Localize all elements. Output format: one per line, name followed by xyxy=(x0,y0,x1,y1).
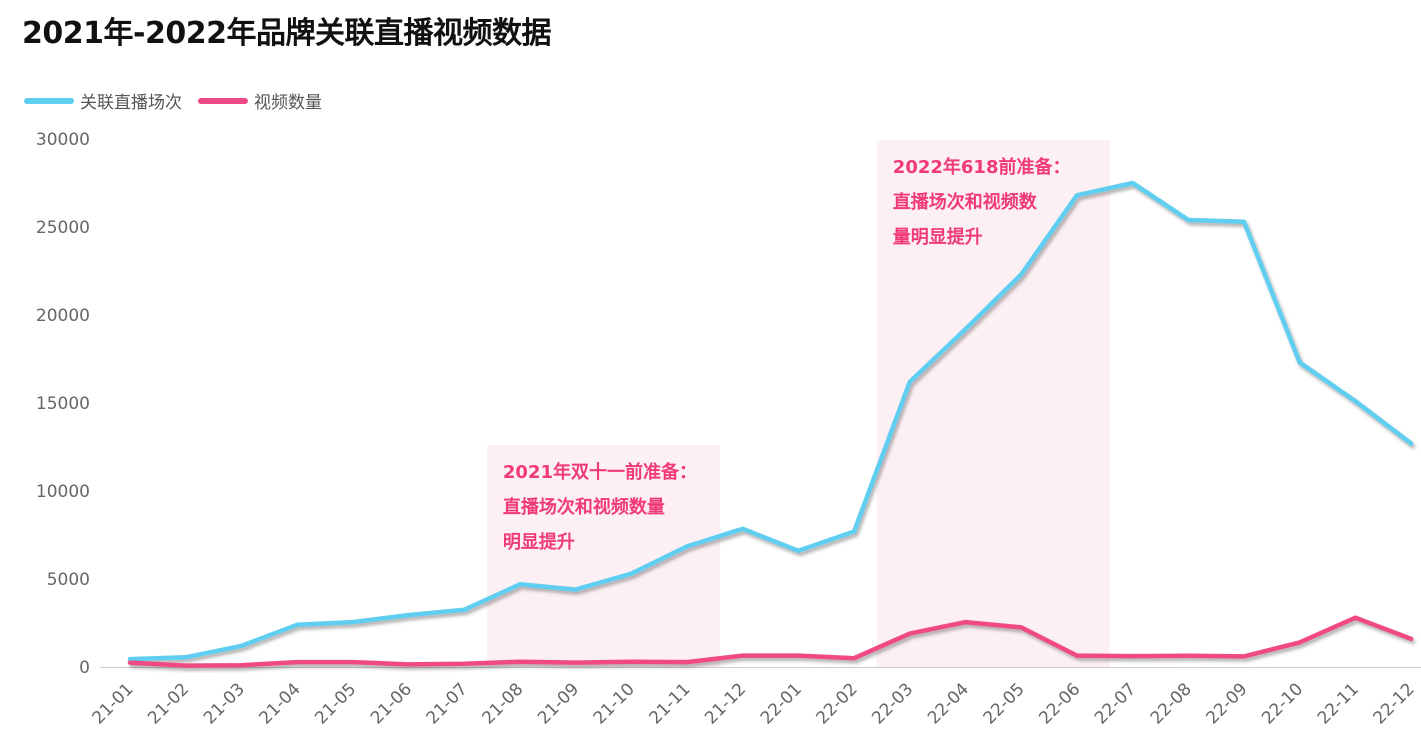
data-point xyxy=(462,661,467,666)
x-tick-label: 22-02 xyxy=(813,679,862,728)
x-tick-label: 21-02 xyxy=(144,679,193,728)
data-point xyxy=(128,660,132,665)
data-point xyxy=(685,660,689,665)
annotation-text: 量明显提升 xyxy=(893,226,983,248)
data-point xyxy=(295,660,300,665)
data-point xyxy=(1242,219,1246,224)
data-point xyxy=(1074,193,1079,198)
x-tick-label: 21-06 xyxy=(367,679,416,728)
annotation-band xyxy=(876,140,1110,667)
y-tick-label: 20000 xyxy=(36,306,90,326)
x-tick-label: 22-09 xyxy=(1202,679,1251,728)
data-point xyxy=(685,544,689,549)
data-point xyxy=(183,663,188,668)
legend-item-live-sessions: 关联直播场次 xyxy=(24,88,182,113)
legend-label-live-sessions: 关联直播场次 xyxy=(80,93,182,113)
data-point xyxy=(517,659,522,664)
annotation-text: 2022年618前准备： xyxy=(893,156,1071,178)
x-tick-label: 21-07 xyxy=(423,679,472,728)
data-point xyxy=(1186,653,1191,658)
x-tick-label: 22-10 xyxy=(1258,679,1307,728)
data-point xyxy=(907,379,912,384)
x-tick-label: 22-05 xyxy=(980,679,1029,728)
data-point xyxy=(1019,625,1024,630)
y-tick-label: 10000 xyxy=(36,482,90,502)
y-tick-label: 0 xyxy=(79,658,90,678)
x-tick-label: 21-12 xyxy=(701,679,750,728)
annotation-text: 直播场次和视频数量 xyxy=(503,496,665,518)
x-tick-label: 22-03 xyxy=(868,679,917,728)
y-tick-label: 5000 xyxy=(47,570,90,590)
x-tick-label: 21-10 xyxy=(590,679,639,728)
data-point xyxy=(517,582,522,587)
data-point xyxy=(796,653,801,658)
x-tick-label: 21-11 xyxy=(645,679,694,728)
data-point xyxy=(1130,181,1135,185)
annotation-text: 2021年双十一前准备： xyxy=(503,461,697,483)
chart-legend: 关联直播场次 视频数量 xyxy=(24,88,338,113)
data-point xyxy=(1186,217,1191,222)
x-tick-label: 22-12 xyxy=(1370,679,1419,728)
data-point xyxy=(1297,640,1302,645)
data-point xyxy=(295,622,300,627)
data-point xyxy=(183,655,188,660)
data-point xyxy=(350,620,355,625)
data-point xyxy=(1130,654,1135,659)
x-tick-label: 21-09 xyxy=(534,679,583,728)
data-point xyxy=(852,656,857,661)
annotation-text: 直播场次和视频数 xyxy=(893,191,1038,213)
data-point xyxy=(1019,272,1024,277)
data-point xyxy=(796,548,801,553)
x-tick-label: 21-01 xyxy=(88,679,137,728)
y-tick-label: 30000 xyxy=(36,130,90,150)
data-point xyxy=(406,662,411,667)
x-tick-label: 21-08 xyxy=(478,679,527,728)
data-point xyxy=(573,660,578,665)
series-line-video-count xyxy=(127,615,1414,668)
data-point xyxy=(740,526,745,531)
data-point xyxy=(462,607,467,612)
data-point xyxy=(573,587,578,592)
data-point xyxy=(740,653,745,658)
legend-swatch-live-sessions xyxy=(24,97,74,104)
x-tick-label: 22-11 xyxy=(1314,679,1363,728)
x-tick-label: 22-04 xyxy=(924,679,973,728)
legend-label-video-count: 视频数量 xyxy=(254,93,322,113)
x-tick-label: 22-08 xyxy=(1147,679,1196,728)
data-point xyxy=(1242,654,1246,659)
data-point xyxy=(406,613,411,618)
data-point xyxy=(852,529,857,534)
x-tick-label: 22-06 xyxy=(1035,679,1084,728)
data-point xyxy=(350,660,355,665)
data-point xyxy=(907,631,912,636)
data-point xyxy=(1353,615,1358,620)
data-point xyxy=(1353,399,1358,404)
data-point xyxy=(963,327,968,332)
data-point xyxy=(963,620,968,625)
legend-item-video-count: 视频数量 xyxy=(198,88,322,113)
data-point xyxy=(239,663,244,668)
chart-title: 2021年-2022年品牌关联直播视频数据 xyxy=(22,16,551,51)
x-tick-label: 22-01 xyxy=(757,679,806,728)
annotation-band xyxy=(486,445,720,667)
y-tick-label: 25000 xyxy=(36,218,90,238)
x-tick-label: 21-03 xyxy=(200,679,249,728)
data-point xyxy=(1074,653,1079,658)
data-point xyxy=(239,643,244,648)
x-tick-label: 21-05 xyxy=(311,679,360,728)
series-line-live-sessions xyxy=(127,180,1414,662)
data-point xyxy=(629,571,634,576)
data-point xyxy=(629,659,634,664)
data-point xyxy=(1297,360,1302,365)
y-tick-label: 15000 xyxy=(36,394,90,414)
x-tick-label: 22-07 xyxy=(1091,679,1140,728)
data-point xyxy=(1409,441,1414,446)
legend-swatch-video-count xyxy=(198,97,248,104)
data-point xyxy=(128,657,132,662)
annotation-text: 明显提升 xyxy=(503,531,575,553)
x-tick-label: 21-04 xyxy=(256,679,305,728)
data-point xyxy=(1409,636,1414,641)
